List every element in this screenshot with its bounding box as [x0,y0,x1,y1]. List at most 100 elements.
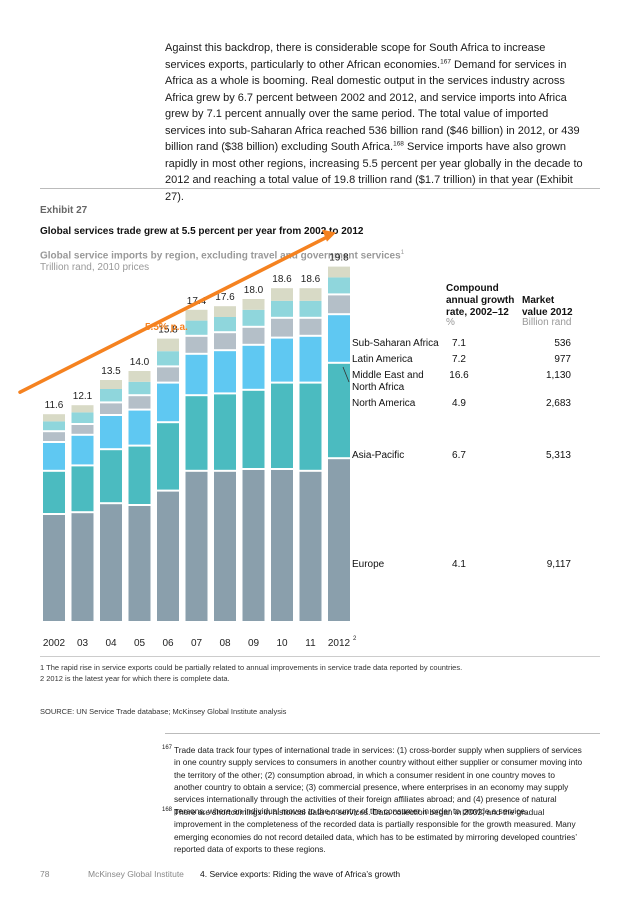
bar-segment-europe-06 [157,491,179,621]
legend-cagr-value: 4.1 [452,559,466,570]
bar-segment-middle-east-and-north-africa-05 [128,396,151,409]
legend-cagr-value: 16.6 [449,370,469,381]
chart-bottom-divider [40,656,600,657]
legend-cagr-value: 4.9 [452,398,466,409]
bar-segment-sub-saharan-africa-05 [128,371,151,382]
bar-segment-europe-09 [242,470,265,621]
legend-cagr-value: 6.7 [452,450,466,461]
bar-segment-north-america-2012 [328,315,350,362]
cagr-unit: % [446,317,455,328]
legend-region-label: Sub-Saharan Africa [352,338,439,349]
intro-ref-168[interactable]: 168 [393,140,404,148]
market-value-header: value 2012 [522,307,573,318]
legend-market-value: 5,313 [546,450,571,461]
intro-ref-167[interactable]: 167 [440,57,451,65]
bar-segment-asia-pacific-04 [100,450,122,503]
chart-note-2: 2 2012 is the latest year for which ther… [40,674,230,683]
legend-region-label: Middle East and [352,370,424,381]
bar-segment-north-america-05 [128,410,151,445]
bar-segment-middle-east-and-north-africa-07 [185,336,208,353]
chart-note-1: 1 The rapid rise in service exports coul… [40,663,463,672]
legend-region-label: Asia-Pacific [352,450,404,461]
legend-cagr-value: 7.1 [452,338,466,349]
bar-segment-europe-2012 [328,459,350,621]
footnote-number: 168 [162,807,173,813]
chart-subtitle-ref: 1 [400,250,405,256]
bar-segment-asia-pacific-06 [157,423,179,490]
intro-text-3: Service imports have also grown rapidly … [165,141,583,203]
bar-segment-asia-pacific-11 [299,383,322,470]
bar-segment-north-america-08 [214,351,236,393]
x-tick-label: 07 [191,638,203,649]
bar-segment-europe-07 [185,471,208,621]
bar-segment-north-america-06 [157,383,179,422]
bar-segment-sub-saharan-africa-11 [299,288,322,301]
chart-units: Trillion rand, 2010 prices [40,262,150,273]
chart-source: SOURCE: UN Service Trade database; McKin… [40,707,287,716]
bar-segment-europe-11 [299,471,322,621]
footnote-text: Trade data track four types of internati… [174,745,583,817]
legend-market-value: 9,117 [547,559,572,570]
bar-segment-latin-america-11 [299,300,322,317]
bar-total-label: 17.6 [215,292,235,303]
legend-market-value: 536 [554,338,571,349]
legend-region-label: North Africa [352,382,405,393]
bar-segment-latin-america-04 [100,389,122,402]
bar-total-label: 19.8 [329,253,349,264]
market-value-unit: Billion rand [522,317,571,328]
bar-segment-asia-pacific-2012 [328,363,350,458]
bar-total-label: 18.6 [301,274,321,285]
top-divider [40,188,600,189]
footnote-number: 167 [162,745,173,751]
bar-segment-sub-saharan-africa-07 [185,309,208,321]
bar-segment-middle-east-and-north-africa-04 [100,403,122,414]
legend-leader-line [342,366,350,383]
bar-segment-asia-pacific-05 [128,446,151,504]
legend-region-label: Europe [352,559,385,570]
bar-segment-north-america-07 [185,354,208,395]
bar-segment-europe-05 [128,506,151,621]
stacked-bar-chart: 11.6200212.10313.50414.00515.80617.40717… [18,229,573,649]
growth-arrowhead-icon [322,229,336,242]
publisher-name: McKinsey Global Institute [88,869,184,879]
bar-segment-north-america-11 [299,336,322,382]
legend-cagr-value: 7.2 [452,354,466,365]
growth-arrow-line [18,233,332,394]
cagr-header: Compound [446,283,499,294]
bar-segment-latin-america-08 [214,317,236,332]
bar-segment-latin-america-10 [271,300,293,317]
bar-segment-north-america-03 [71,435,94,465]
cagr-header: annual growth [446,295,514,306]
bar-segment-europe-03 [71,513,94,621]
bar-segment-europe-2002 [43,515,65,621]
bar-total-label: 13.5 [101,366,121,377]
bar-segment-sub-saharan-africa-2012 [328,266,350,278]
bar-segment-latin-america-09 [242,309,265,326]
bar-segment-latin-america-03 [71,412,94,423]
cagr-header: rate, 2002–12 [446,307,509,318]
x-tick-label: 11 [305,638,316,649]
bar-segment-asia-pacific-10 [271,383,293,468]
bar-segment-middle-east-and-north-africa-11 [299,318,322,335]
footnote-167: 167 Trade data track four types of intern… [162,744,584,818]
bar-segment-north-america-10 [271,338,293,382]
chart-subtitle-text: Global service imports by region, exclud… [40,250,401,262]
bar-segment-europe-04 [100,504,122,621]
x-tick-label: 2002 [43,638,66,649]
bar-segment-middle-east-and-north-africa-2002 [43,432,65,441]
bar-segment-sub-saharan-africa-2002 [43,414,65,422]
footnote-text: There are shortcomings in historical dat… [174,807,577,854]
legend-market-value: 977 [554,354,571,365]
bar-segment-middle-east-and-north-africa-10 [271,318,293,337]
bar-segment-asia-pacific-07 [185,396,208,470]
bar-segment-sub-saharan-africa-08 [214,306,236,317]
bar-segment-middle-east-and-north-africa-06 [157,367,179,382]
x-tick-label: 05 [134,638,146,649]
bar-segment-latin-america-05 [128,381,151,395]
footnote-168: 168 There are shortcomings in historical … [162,806,584,855]
bar-segment-middle-east-and-north-africa-08 [214,333,236,350]
bar-segment-latin-america-2012 [328,277,350,294]
bar-total-label: 14.0 [130,357,150,368]
bar-segment-north-america-2002 [43,443,65,470]
bar-total-label: 18.6 [272,274,292,285]
